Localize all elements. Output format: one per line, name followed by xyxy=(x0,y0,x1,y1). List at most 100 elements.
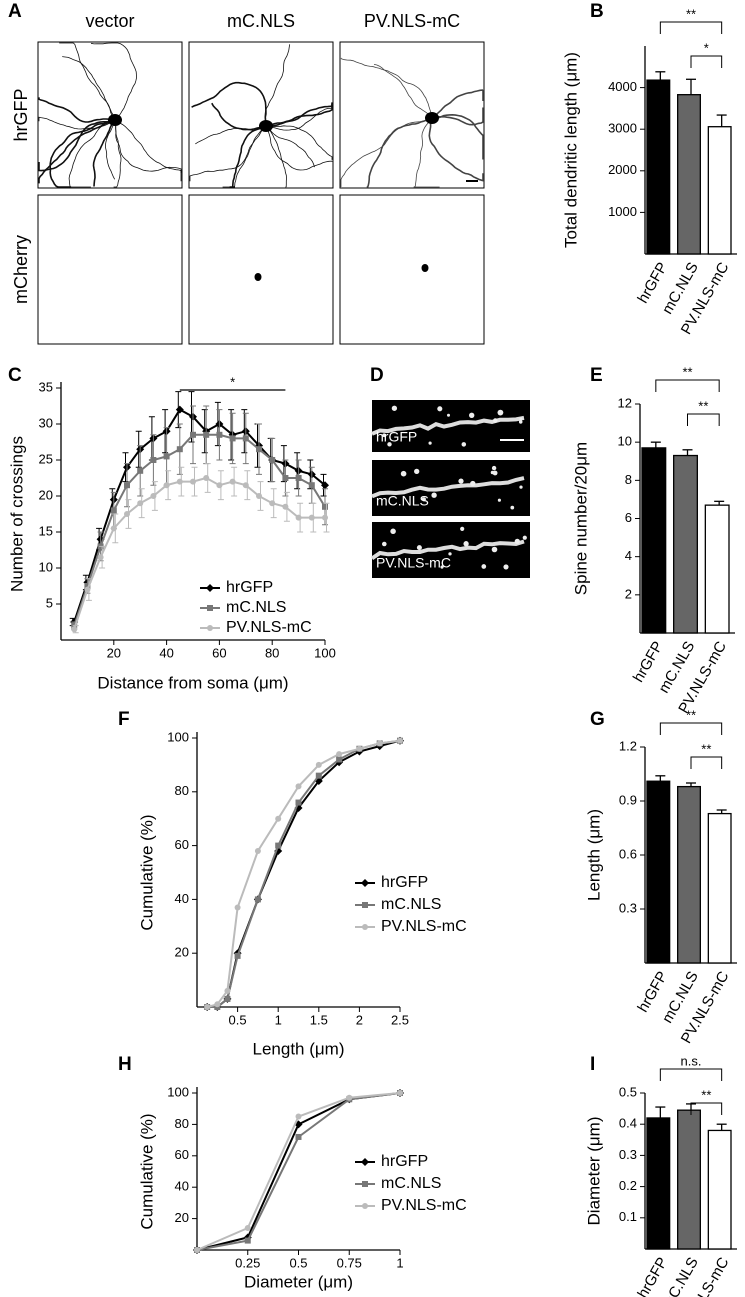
y-tick-label: 5 xyxy=(46,595,53,610)
spine xyxy=(493,418,498,423)
spine xyxy=(448,552,452,556)
bar xyxy=(707,812,732,964)
legend-marker xyxy=(361,1158,369,1166)
data-point xyxy=(97,554,104,561)
spine xyxy=(461,442,467,447)
dendrite xyxy=(373,64,433,119)
dendrite xyxy=(62,56,116,121)
data-point xyxy=(124,482,130,489)
data-point xyxy=(175,405,184,414)
column-header: mC.NLS xyxy=(227,11,295,31)
y-axis-label: Spine number/20μm xyxy=(571,442,590,595)
data-point xyxy=(397,737,403,744)
data-point xyxy=(254,847,261,854)
y-tick-label: 100 xyxy=(167,1084,189,1099)
x-tick-label: 20 xyxy=(107,645,121,660)
spine xyxy=(446,413,451,417)
data-point xyxy=(84,586,91,593)
legend-label: mC.NLS xyxy=(226,599,286,616)
significance-bracket xyxy=(659,722,723,735)
data-point xyxy=(282,475,289,481)
bar xyxy=(673,454,698,634)
panel-label: C xyxy=(8,365,22,386)
significance-label: * xyxy=(230,374,235,389)
y-tick-label: 0.6 xyxy=(619,846,637,861)
data-point xyxy=(137,467,144,474)
nucleus xyxy=(254,273,262,281)
image-label: PV.NLS-mC xyxy=(376,555,451,571)
legend-marker xyxy=(207,625,213,631)
y-tick-label: 80 xyxy=(175,783,189,798)
y-tick-label: 20 xyxy=(39,487,53,502)
panel-label: D xyxy=(370,365,384,386)
data-point xyxy=(295,1113,302,1120)
dendrite xyxy=(38,97,116,123)
bar xyxy=(646,780,671,964)
dendrite xyxy=(431,113,484,160)
bar xyxy=(707,1129,732,1250)
legend-label: mC.NLS xyxy=(381,1175,441,1192)
y-tick-label: 0.5 xyxy=(619,1084,637,1099)
dendrite xyxy=(340,117,433,187)
data-point xyxy=(356,745,363,752)
bar xyxy=(646,79,671,255)
dendrite xyxy=(59,42,116,121)
spine xyxy=(382,541,387,547)
dendrite xyxy=(114,119,182,173)
micrograph xyxy=(37,194,183,345)
y-tick-label: 0.3 xyxy=(619,1147,637,1162)
y-tick-label: 25 xyxy=(39,451,53,466)
data-point xyxy=(163,453,170,460)
data-point xyxy=(242,482,249,489)
legend-label: hrGFP xyxy=(381,1153,428,1170)
dendrite xyxy=(68,119,116,188)
dendrite xyxy=(222,125,267,188)
y-tick-label: 20 xyxy=(175,945,189,960)
data-point xyxy=(256,493,262,499)
bar xyxy=(641,447,667,634)
data-point xyxy=(216,431,223,438)
dendrite xyxy=(265,105,333,131)
spine xyxy=(382,433,387,438)
data-point xyxy=(254,896,261,903)
data-point xyxy=(163,482,170,489)
bar xyxy=(677,1109,701,1250)
y-tick-label: 1.2 xyxy=(619,738,637,753)
dendrite xyxy=(189,125,267,182)
y-axis-label: Cumulative (%) xyxy=(137,814,156,930)
y-tick-label: 15 xyxy=(39,523,53,538)
legend-marker xyxy=(361,879,369,887)
y-axis-label: Number of crossings xyxy=(7,436,26,592)
legend-label: PV.NLS-mC xyxy=(226,619,312,636)
data-point xyxy=(322,514,328,521)
x-tick-label: 40 xyxy=(159,645,173,660)
y-axis-label: Diameter (μm) xyxy=(584,1117,603,1226)
image-label: mC.NLS xyxy=(376,493,429,509)
spine xyxy=(387,442,392,447)
x-tick-label: 1 xyxy=(275,1012,282,1027)
data-point xyxy=(269,500,276,507)
column-header: PV.NLS-mC xyxy=(364,11,460,31)
micrograph xyxy=(188,194,334,345)
spine xyxy=(481,564,487,569)
y-tick-label: 4000 xyxy=(608,79,637,94)
data-point xyxy=(110,525,117,532)
significance-label: n.s. xyxy=(681,1053,702,1068)
data-point xyxy=(282,503,289,510)
data-point xyxy=(275,842,282,849)
spine xyxy=(518,420,523,424)
y-tick-label: 100 xyxy=(167,729,189,744)
data-point xyxy=(71,626,78,633)
dendrite xyxy=(266,103,333,127)
significance-label: ** xyxy=(686,6,696,21)
data-point xyxy=(190,431,196,438)
data-point xyxy=(234,904,241,911)
spine xyxy=(491,465,497,471)
data-point xyxy=(295,799,302,806)
spine xyxy=(440,565,444,569)
y-tick-label: 12 xyxy=(618,395,632,410)
spine xyxy=(469,412,475,418)
spine xyxy=(497,409,504,416)
data-point xyxy=(194,1247,200,1253)
x-tick-label: 100 xyxy=(314,645,336,660)
